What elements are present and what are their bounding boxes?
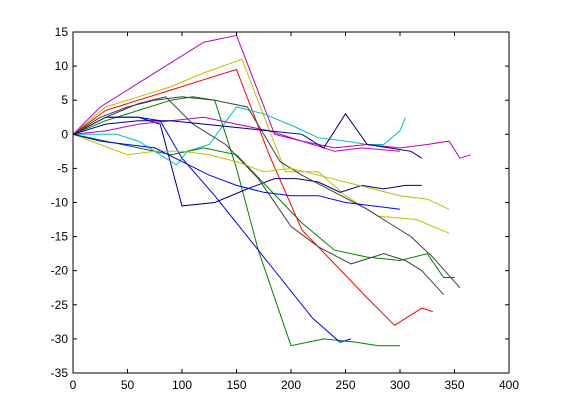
x-tick-label: 250 — [335, 378, 355, 392]
x-tick-label: 350 — [444, 378, 464, 392]
y-tick-label: 5 — [61, 93, 68, 107]
series-line-6 — [72, 116, 352, 343]
plot-area — [72, 31, 510, 374]
series-line-12 — [72, 112, 423, 159]
y-axis: -35 -30 -25 -20 -15 -10 -5 0 5 10 15 — [51, 25, 509, 380]
y-tick-label: -20 — [51, 264, 69, 278]
series-line-9 — [72, 133, 455, 278]
y-tick-label: -25 — [51, 298, 69, 312]
series-line-4 — [72, 96, 400, 347]
series-line-13 — [72, 133, 450, 210]
series-line-3 — [72, 68, 433, 326]
y-tick-label: 0 — [61, 127, 68, 141]
series-line-14 — [72, 133, 401, 210]
x-tick-label: 300 — [390, 378, 410, 392]
series-line-10 — [72, 96, 444, 295]
y-tick-label: 15 — [55, 25, 69, 39]
series-layer — [72, 34, 471, 347]
series-line-5 — [72, 116, 422, 207]
x-axis: 0 50 100 150 200 250 300 350 400 — [70, 32, 519, 392]
x-tick-label: 0 — [70, 378, 77, 392]
x-tick-label: 50 — [121, 378, 135, 392]
x-tick-label: 400 — [499, 378, 519, 392]
y-tick-label: -10 — [51, 196, 69, 210]
y-tick-label: -5 — [57, 161, 68, 175]
x-tick-label: 200 — [281, 378, 301, 392]
y-tick-label: -35 — [51, 366, 69, 380]
y-tick-label: 10 — [55, 59, 69, 73]
y-tick-label: -30 — [51, 332, 69, 346]
series-line-2 — [72, 58, 450, 234]
x-tick-label: 150 — [226, 378, 246, 392]
series-line-11 — [72, 116, 471, 159]
x-tick-label: 100 — [172, 378, 192, 392]
y-tick-label: -15 — [51, 230, 69, 244]
